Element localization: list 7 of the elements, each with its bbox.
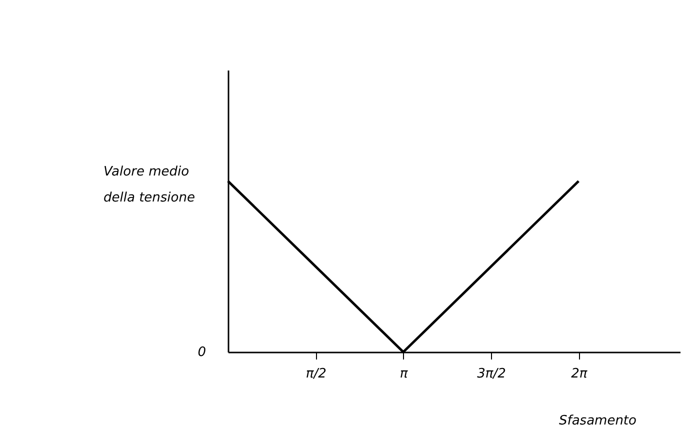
x-tick-label: 3π/2 [477, 366, 506, 382]
text: 0 [198, 345, 206, 360]
x-tick-label: π [400, 366, 408, 382]
y-axis-title: Valore medio della tensione [104, 164, 195, 206]
x-tick-label: π/2 [306, 366, 326, 382]
x-tick-label: 2π [571, 366, 588, 382]
x-axis-title: Sfasamento [559, 414, 637, 428]
